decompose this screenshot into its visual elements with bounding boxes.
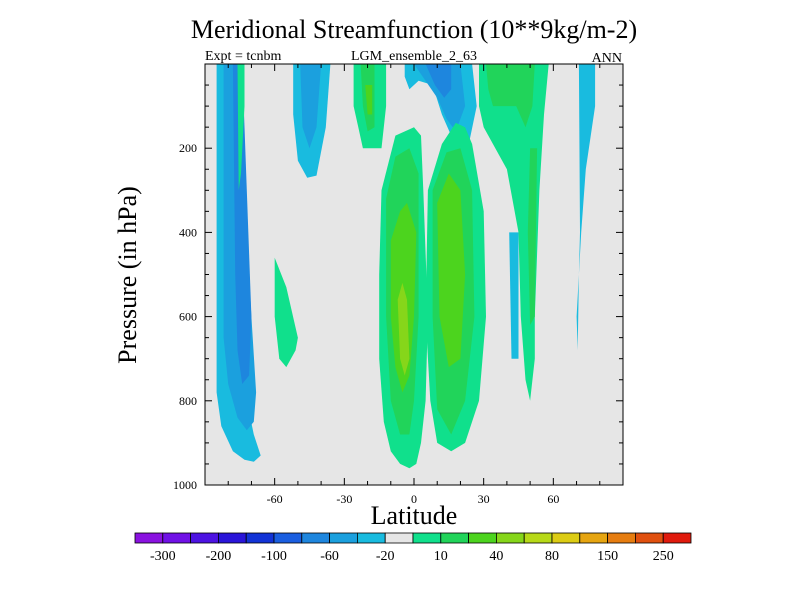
y-tick-label: 600	[179, 310, 197, 324]
colorbar-swatch	[134, 532, 164, 544]
colorbar-swatch	[162, 532, 192, 544]
colorbar-swatch	[190, 532, 219, 544]
colorbar-label: -100	[261, 549, 287, 564]
colorbar-label: -300	[150, 549, 176, 564]
colorbar-swatch	[579, 532, 608, 544]
contour-region-6	[414, 64, 466, 132]
colorbar-swatch	[273, 532, 303, 544]
chart-title: Meridional Streamfunction (10**9kg/m-2)	[191, 15, 637, 44]
colorbar-label: 250	[653, 549, 674, 564]
colorbar-swatch	[523, 532, 553, 544]
colorbar-swatch	[468, 532, 497, 544]
contour-region-7	[425, 64, 452, 98]
colorbar-swatch	[384, 532, 414, 544]
y-tick-label: 200	[179, 141, 197, 155]
x-axis-title: Latitude	[371, 501, 458, 530]
contour-region-8	[509, 232, 519, 359]
colorbar: -300 -200 -100 -60 -20 10 40 80 150 250	[134, 532, 692, 564]
subtitle-left: Expt = tcnbm	[205, 49, 281, 64]
colorbar-swatch	[301, 532, 330, 544]
colorbar-label: -20	[376, 549, 395, 564]
x-tick-label: 60	[547, 492, 559, 506]
colorbar-label: -60	[320, 549, 339, 564]
x-tick-label: 0	[411, 492, 417, 506]
x-tick-label: 30	[478, 492, 490, 506]
colorbar-swatch	[356, 532, 386, 544]
contour-region-4	[300, 64, 322, 149]
colorbar-swatch	[440, 532, 469, 544]
colorbar-swatch	[662, 532, 692, 544]
colorbar-swatch	[245, 532, 275, 544]
colorbar-swatch	[329, 532, 358, 544]
colorbar-swatch	[412, 532, 442, 544]
subtitle-center: LGM_ensemble_2_63	[351, 49, 477, 64]
y-axis-title: Pressure (in hPa)	[113, 186, 142, 364]
contour-region-14	[365, 85, 373, 115]
colorbar-label: -200	[206, 549, 232, 564]
subtitle-right: ANN	[592, 51, 622, 66]
colorbar-label: 150	[597, 549, 618, 564]
colorbar-swatch	[635, 532, 664, 544]
y-tick-label: 400	[179, 225, 197, 239]
axis-ticks: -60 -30 0 30 60 200 400 600 800 1000	[173, 63, 624, 506]
contour-region-23	[486, 64, 535, 128]
colorbar-label: 10	[434, 549, 448, 564]
contour-region-21	[437, 173, 466, 368]
y-tick-label: 1000	[173, 478, 197, 492]
x-tick-label: -30	[336, 492, 352, 506]
y-tick-label: 800	[179, 394, 197, 408]
colorbar-swatch	[607, 532, 636, 544]
contour-region-10	[237, 64, 245, 191]
contour-region-2	[232, 64, 252, 384]
colorbar-swatch	[551, 532, 581, 544]
colorbar-swatch	[217, 532, 247, 544]
contour-region-24	[527, 148, 538, 325]
contour-region-11	[274, 257, 298, 368]
colorbar-label: 40	[489, 549, 503, 564]
contour-region-9	[576, 64, 596, 351]
colorbar-label: 80	[545, 549, 559, 564]
colorbar-swatch	[495, 532, 525, 544]
x-tick-label: -60	[267, 492, 283, 506]
contour-regions	[216, 64, 596, 469]
contour-region-18	[397, 282, 410, 376]
